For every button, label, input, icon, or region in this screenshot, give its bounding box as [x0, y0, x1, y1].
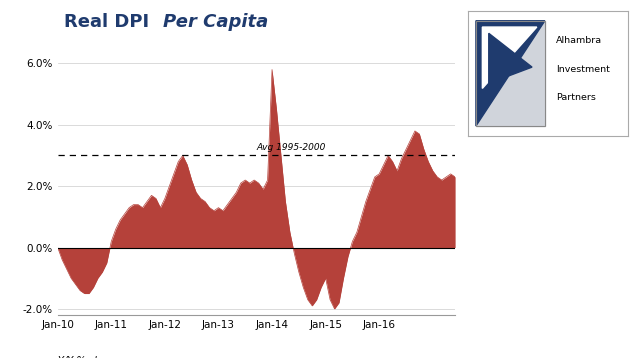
Polygon shape — [483, 27, 537, 88]
Text: Investment: Investment — [556, 65, 610, 74]
Polygon shape — [476, 21, 545, 126]
Text: Real DPI: Real DPI — [64, 13, 156, 30]
Text: Y/Y % change: Y/Y % change — [58, 356, 124, 358]
Text: Avg 1995-2000: Avg 1995-2000 — [256, 144, 326, 153]
Text: Alhambra: Alhambra — [556, 36, 602, 45]
Text: Per Capita: Per Capita — [163, 13, 269, 30]
Bar — [476, 21, 545, 126]
Text: Partners: Partners — [556, 93, 596, 102]
Polygon shape — [488, 33, 532, 83]
Polygon shape — [476, 21, 545, 126]
